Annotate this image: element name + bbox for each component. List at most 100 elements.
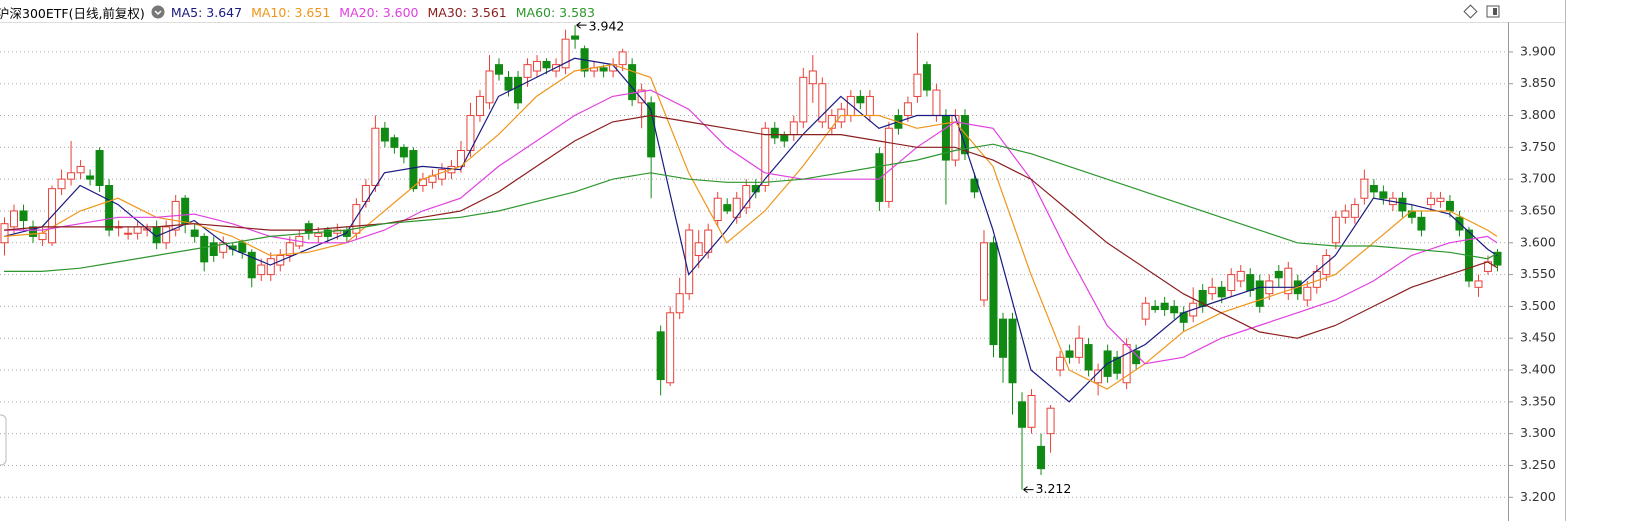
candle-body [856, 95, 865, 104]
candle-body [1331, 216, 1340, 244]
y-tick-label: 3.400 [1520, 362, 1556, 377]
candle-body [19, 210, 28, 222]
candle-body [371, 127, 380, 187]
candle-body [352, 204, 361, 234]
ma-line [4, 89, 1498, 365]
candle-body [523, 64, 532, 78]
candle-body [1018, 401, 1027, 428]
candle-body [1008, 318, 1017, 384]
candle-body [694, 242, 703, 257]
candle-body [1341, 210, 1350, 218]
icon-panel[interactable] [1486, 5, 1500, 18]
candle-body [323, 229, 332, 237]
candle-body [181, 197, 190, 225]
candle-body [647, 102, 656, 158]
candle-body [38, 232, 47, 241]
candle-body [1056, 356, 1065, 371]
candle-body [999, 318, 1008, 358]
candle-body [561, 38, 570, 69]
candle-body [380, 127, 389, 142]
menu-icon[interactable] [151, 5, 165, 19]
icon-panel-bar [1493, 8, 1497, 15]
y-tick-label: 3.250 [1520, 457, 1556, 472]
candle-body [799, 76, 808, 123]
y-tick-label: 3.650 [1520, 202, 1556, 217]
candle-body [1474, 280, 1483, 288]
candle-body [875, 153, 884, 202]
candle-body [1208, 286, 1217, 295]
candle-body [713, 197, 722, 222]
legend-entry: MA20: 3.600 [339, 4, 419, 20]
y-tick-label: 3.200 [1520, 489, 1556, 504]
candle-body [542, 60, 551, 69]
y-tick-label: 3.500 [1520, 298, 1556, 313]
candle-body [1445, 200, 1454, 212]
candle-body [989, 242, 998, 346]
candle-body [190, 229, 199, 237]
candle-body [808, 70, 817, 85]
candle-body [913, 73, 922, 97]
candle-body [1075, 337, 1084, 358]
y-tick-label: 3.300 [1520, 425, 1556, 440]
candle-body [124, 232, 133, 235]
candle-body [238, 242, 247, 253]
candle-body [1426, 197, 1435, 206]
candle-body [95, 150, 104, 187]
y-tick-label: 3.900 [1520, 43, 1556, 58]
header: 沪深300ETF(日线,前复权) MA5: 3.647 MA10: 3.651 MA… [0, 3, 604, 21]
candle-body [0, 223, 9, 244]
candle-body [903, 102, 912, 117]
candle-body [675, 293, 684, 314]
candle-body [133, 226, 142, 234]
candle-body [29, 226, 38, 237]
candle-body [1246, 274, 1255, 291]
candle-body [1037, 445, 1046, 470]
candle-body [504, 76, 513, 91]
legend-entry: MA5: 3.647 [170, 4, 243, 20]
ma-line [3, 114, 1498, 339]
candle-body [666, 312, 675, 384]
candle-body [285, 242, 294, 257]
candle-body [257, 264, 266, 276]
candle-body [437, 169, 446, 180]
candle-body [571, 35, 580, 40]
candle-body [685, 229, 694, 295]
legend-entry: MA10: 3.651 [251, 4, 331, 20]
candle-body [1493, 251, 1502, 266]
y-tick-label: 3.600 [1520, 234, 1556, 249]
candle-body [1284, 267, 1293, 295]
candle-body [818, 83, 827, 123]
candle-body [390, 137, 399, 148]
candle-body [266, 258, 275, 276]
candle-body [105, 185, 114, 231]
candle-body [1113, 356, 1122, 374]
candle-body [1274, 270, 1283, 279]
candle-body [200, 235, 209, 263]
y-tick-label: 3.700 [1520, 171, 1556, 186]
candle-body [1084, 344, 1093, 371]
candle-body [1417, 216, 1426, 231]
side-handle[interactable] [0, 414, 7, 466]
candle-body [1360, 178, 1369, 199]
candle-body [1170, 305, 1179, 314]
candle-body [618, 51, 627, 66]
candle-body [1160, 302, 1169, 311]
candle-body [827, 115, 836, 129]
ma-line [4, 143, 1498, 272]
candle-body [10, 210, 19, 228]
candle-body [1027, 394, 1036, 428]
candle-body [1322, 255, 1331, 276]
candle-body [846, 95, 855, 117]
candle-body [304, 223, 313, 234]
candle-body [514, 76, 523, 104]
candle-body [399, 146, 408, 158]
candle-body [1046, 407, 1055, 435]
y-tick-label: 3.550 [1520, 266, 1556, 281]
candle-body [57, 178, 66, 190]
icon-diamond[interactable] [1463, 4, 1478, 19]
candle-body [922, 64, 931, 91]
candle-body [628, 64, 637, 101]
chart-title: 沪深300ETF(日线,前复权) [0, 5, 145, 21]
candle-body [494, 64, 503, 75]
annotation-arrow [576, 21, 587, 29]
